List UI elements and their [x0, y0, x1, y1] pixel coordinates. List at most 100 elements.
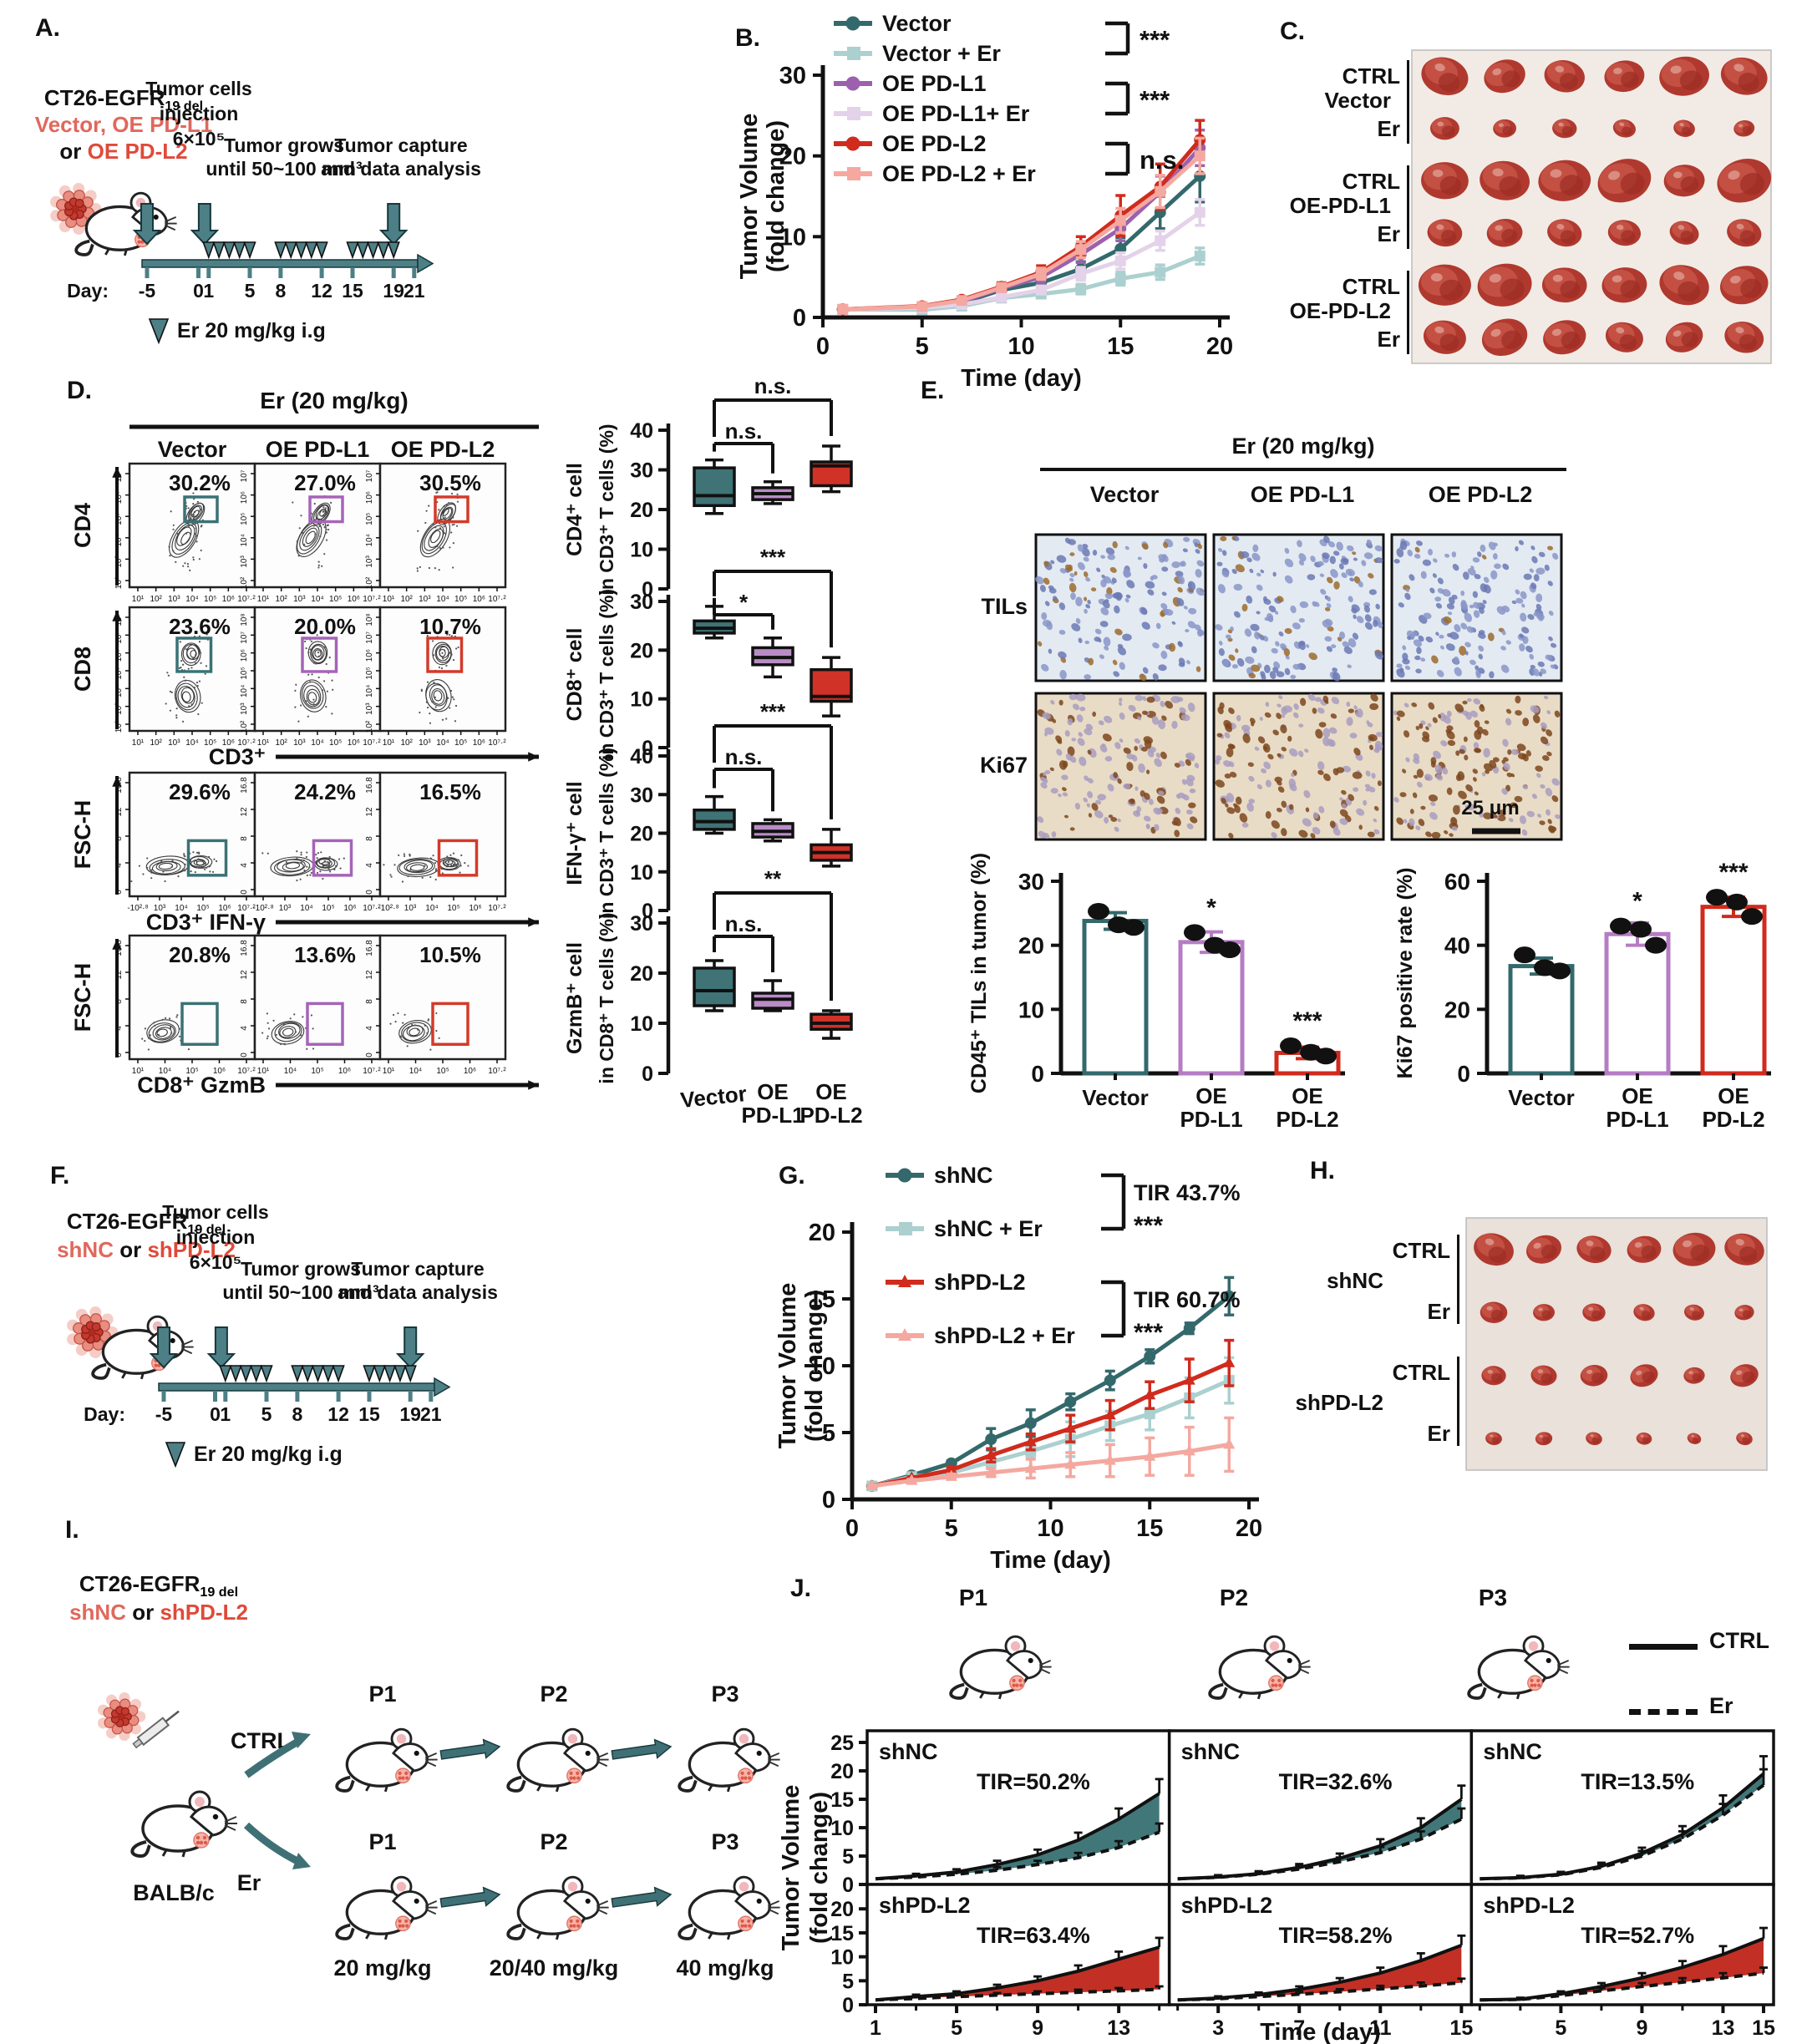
svg-text:10⁶: 10⁶ [338, 1067, 351, 1076]
gate-percentage: 27.0% [294, 470, 356, 495]
er-dose-icon [165, 1442, 186, 1468]
svg-text:P1: P1 [368, 1829, 396, 1854]
svg-text:10⁶: 10⁶ [343, 904, 356, 913]
panel-e-ihc-images: 25 μm [1034, 533, 1563, 841]
panel-c-row-label: Er [1377, 327, 1400, 352]
er-dose-icon [315, 241, 328, 260]
tumor-sample [1485, 1432, 1502, 1446]
svg-text:-5: -5 [139, 280, 156, 302]
svg-text:0: 0 [1031, 1061, 1044, 1087]
svg-text:TIR=32.6%: TIR=32.6% [1279, 1769, 1393, 1794]
tumor-sample [1427, 219, 1463, 247]
svg-text:10⁴: 10⁴ [365, 685, 374, 697]
tumor-sample [1733, 119, 1755, 137]
svg-text:*: * [1632, 888, 1642, 915]
panel-h-row-label: CTRL [1392, 1238, 1450, 1263]
svg-text:10⁶: 10⁶ [240, 649, 249, 662]
svg-text:Day:: Day: [84, 1403, 125, 1425]
injection-text: injection [176, 1226, 256, 1248]
tumor-sample [1480, 1301, 1508, 1323]
svg-text:0: 0 [642, 578, 653, 601]
series-oe-pd-l2-+-er [837, 136, 1206, 315]
svg-text:10²: 10² [114, 720, 124, 733]
svg-text:TIR=52.7%: TIR=52.7% [1581, 1923, 1694, 1948]
svg-text:12: 12 [240, 970, 249, 980]
svg-text:PD-L2: PD-L2 [1276, 1107, 1338, 1132]
panel-c-row-label: Er [1377, 221, 1400, 246]
svg-text:10⁵: 10⁵ [114, 667, 124, 679]
svg-text:OE: OE [1622, 1083, 1653, 1108]
svg-text:CT26-EGFR19 del: CT26-EGFR19 del [67, 1209, 226, 1237]
bar-oe-pd-l2: *** [1274, 1007, 1341, 1076]
svg-text:12: 12 [327, 1403, 349, 1425]
svg-text:0: 0 [842, 1874, 854, 1897]
svg-text:10⁴: 10⁴ [300, 904, 312, 913]
tumor-spot [566, 1915, 582, 1932]
gate-rect [426, 637, 464, 673]
svg-text:10⁴: 10⁴ [409, 1067, 422, 1076]
j-subplot-shnc-p1: shNC TIR=50.2% [865, 1729, 1171, 1886]
svg-text:21: 21 [404, 280, 425, 302]
svg-text:Ki67 positive rate (%): Ki67 positive rate (%) [1393, 868, 1417, 1079]
event-arrow-icon [190, 203, 220, 246]
panel-h-row-label: CTRL [1392, 1360, 1450, 1385]
svg-text:19: 19 [383, 280, 404, 302]
flow-plot: 27.0% 10² 10³ 10⁴ 10⁵ 10⁶ 10⁷ 10¹ 10² 10³ 10⁴ 10⁵ 10… [240, 462, 381, 604]
flow-plot: 20.8% 0 4 8 12 16.8 10¹ 10⁴ 10⁵ 10⁶ 10⁷·² [114, 934, 256, 1076]
svg-text:30: 30 [630, 459, 653, 483]
tumor-sample [1672, 1232, 1716, 1266]
svg-text:20: 20 [1206, 333, 1233, 360]
svg-text:10: 10 [630, 688, 653, 712]
svg-text:P2: P2 [540, 1829, 567, 1854]
svg-text:10¹: 10¹ [383, 1067, 395, 1076]
svg-text:Vector + Er: Vector + Er [882, 41, 1001, 66]
tumor-sample [1552, 119, 1577, 139]
tumor-sample [1724, 1233, 1764, 1265]
tumor-spot [1009, 1675, 1025, 1691]
tumor-spot [1268, 1675, 1284, 1691]
er-dose-icon [301, 1365, 314, 1383]
svg-text:5: 5 [951, 2016, 962, 2040]
svg-text:TIR 43.7%: TIR 43.7% [1134, 1180, 1241, 1205]
svg-text:10⁷·²: 10⁷·² [237, 738, 256, 748]
panel-c-row-label: CTRL [1342, 63, 1400, 89]
gate-rect [434, 495, 470, 524]
panel-j-legend-ctrl-line [1629, 1644, 1698, 1650]
gate-rect [431, 1002, 470, 1046]
er-dose-icon [383, 1365, 397, 1383]
svg-text:**: ** [764, 866, 782, 891]
svg-text:5: 5 [842, 1845, 854, 1869]
svg-text:shNC or shPD-L2: shNC or shPD-L2 [69, 1600, 248, 1625]
tumor-cells-icon [97, 1691, 146, 1742]
box-vector [693, 458, 736, 515]
svg-text:0: 0 [210, 1403, 221, 1425]
svg-text:10⁵: 10⁵ [329, 738, 342, 748]
grows-text: Tumor grows [224, 134, 344, 156]
er-dose-icon [284, 241, 297, 260]
svg-text:PD-L1: PD-L1 [1180, 1107, 1242, 1132]
svg-text:P1: P1 [368, 1681, 396, 1707]
svg-text:10¹: 10¹ [132, 738, 145, 748]
scale-bar-label: 25 μm [1461, 797, 1519, 819]
svg-text:4: 4 [240, 1026, 249, 1031]
svg-text:10²: 10² [275, 595, 287, 604]
svg-text:10⁶: 10⁶ [464, 1067, 476, 1076]
svg-text:0: 0 [642, 1063, 653, 1086]
er-dose-icon [250, 1365, 263, 1383]
tumor-sample [1580, 1365, 1608, 1387]
svg-text:OE PD-L1: OE PD-L1 [882, 71, 987, 96]
tumor-sample [1687, 1433, 1702, 1444]
svg-text:n.s.: n.s. [725, 418, 763, 444]
svg-text:10²: 10² [240, 576, 249, 589]
svg-text:15: 15 [342, 280, 363, 302]
svg-text:10⁴: 10⁴ [159, 1067, 171, 1076]
svg-text:15: 15 [830, 1922, 854, 1945]
panel-e-row-ki67: Ki67 [979, 753, 1028, 778]
svg-text:10⁵: 10⁵ [204, 595, 216, 604]
svg-text:***: *** [1292, 1007, 1322, 1035]
svg-text:12: 12 [114, 970, 124, 980]
svg-text:15: 15 [1136, 1515, 1163, 1542]
